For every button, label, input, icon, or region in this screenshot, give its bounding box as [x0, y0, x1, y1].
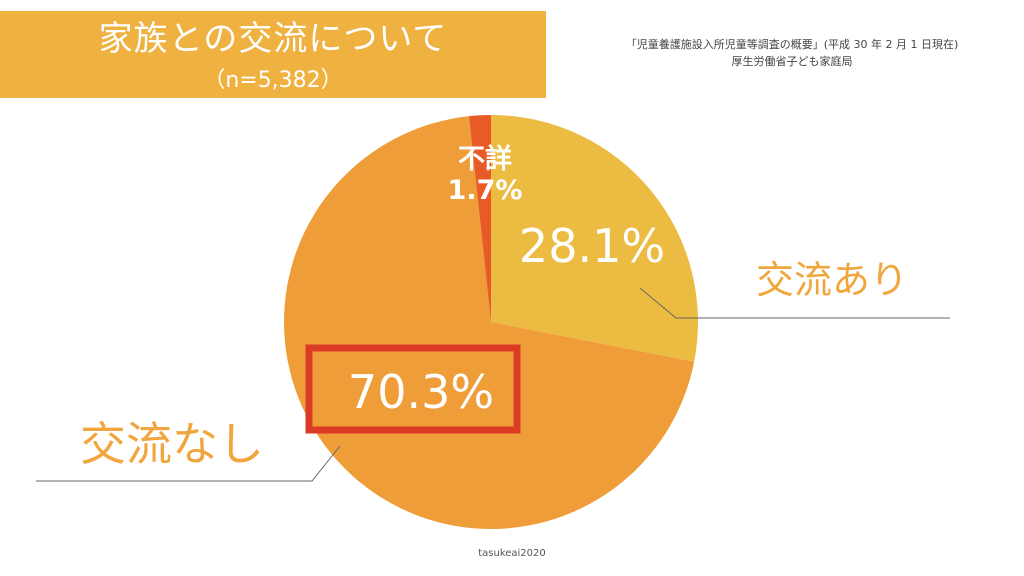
pie-slice-fusho [468, 115, 491, 322]
source-line-1: 「児童養護施設入所児童等調査の概要」(平成 30 年 2 月 1 日現在) [625, 38, 959, 51]
highlight-box [305, 344, 521, 434]
slice-category-label-koryu-ari: 交流あり [756, 258, 908, 302]
leader-line-koryu-ari [639, 287, 950, 319]
chart-subtitle: （n=5,382） [203, 68, 343, 93]
slice-category-label-fusho: 不詳 [458, 143, 512, 175]
pie-slice-koryu-nashi [284, 116, 695, 530]
source-citation: 「児童養護施設入所児童等調査の概要」(平成 30 年 2 月 1 日現在) 厚生… [592, 36, 992, 70]
slice-value-label-koryu-ari: 28.1% [519, 219, 665, 273]
slice-value-label-fusho: 1.7% [448, 175, 523, 206]
footer-credit: tasukeai2020 [478, 548, 546, 559]
source-line-2: 厚生労働省子ども家庭局 [731, 55, 853, 68]
slice-value-label-koryu-nashi: 70.3% [348, 365, 494, 419]
leader-line-koryu-nashi [36, 445, 341, 482]
slice-category-label-koryu-nashi: 交流なし [80, 417, 264, 471]
title-banner: 家族との交流について （n=5,382） [0, 11, 546, 98]
chart-title: 家族との交流について [98, 19, 448, 59]
pie-slice-koryu-ari [491, 115, 699, 362]
